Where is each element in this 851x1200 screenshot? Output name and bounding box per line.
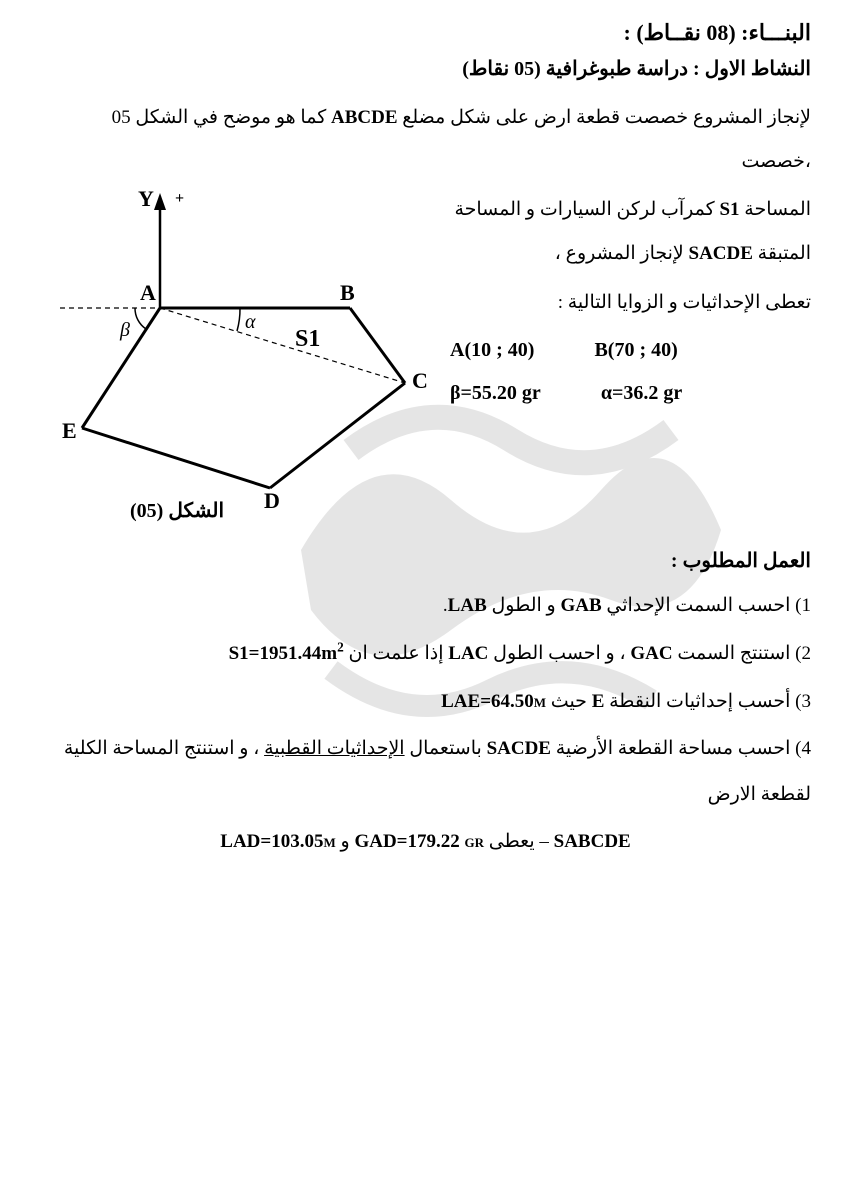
label-B: B: [340, 280, 355, 305]
label-E: E: [62, 418, 77, 443]
section-title: البنـــاء: (08 نقــاط) :: [40, 20, 811, 46]
label-Y: Y: [138, 188, 154, 211]
angle-beta: β=55.20 gr: [450, 382, 541, 405]
intro-line3: تعطى الإحداثيات و الزوايا التالية :: [450, 281, 811, 325]
activity-title: النشاط الاول : دراسة طبوغرافية (05 نقاط): [40, 56, 811, 81]
label-alpha: α: [245, 311, 256, 333]
intro-line1: لإنجاز المشروع خصصت قطعة ارض على شكل مضل…: [40, 96, 811, 183]
label-S1: S1: [295, 326, 320, 352]
label-beta: β: [119, 319, 130, 341]
angle-alpha: α=36.2 gr: [601, 382, 682, 405]
coord-B: B(70 ; 40): [594, 339, 677, 362]
question-1: 1) احسب السمت الإحداثي GAB و الطول LAB.: [40, 583, 811, 629]
label-A: A: [140, 280, 156, 305]
svg-text:+: +: [175, 190, 184, 207]
geometry-diagram: + Y A B C D E S1 α β الشكل (05): [40, 188, 440, 518]
question-4-cont: SABCDE – يعطى GAD=179.22 gr و LAD=103.05…: [40, 819, 811, 865]
intro-line2: المساحة S1 كمرآب لركن السيارات و المساحة…: [450, 188, 811, 275]
question-3: 3) أحسب إحداثيات النقطة E حيث LAE=64.50m: [40, 679, 811, 725]
work-required-title: العمل المطلوب :: [40, 548, 811, 573]
figure-caption: الشكل (05): [130, 498, 224, 523]
label-C: C: [412, 368, 428, 393]
label-D: D: [264, 488, 280, 513]
coord-A: A(10 ; 40): [450, 339, 534, 362]
question-2: 2) استنتج السمت GAC ، و احسب الطول LAC إ…: [40, 631, 811, 677]
question-4: 4) احسب مساحة القطعة الأرضية SACDE باستع…: [40, 726, 811, 817]
